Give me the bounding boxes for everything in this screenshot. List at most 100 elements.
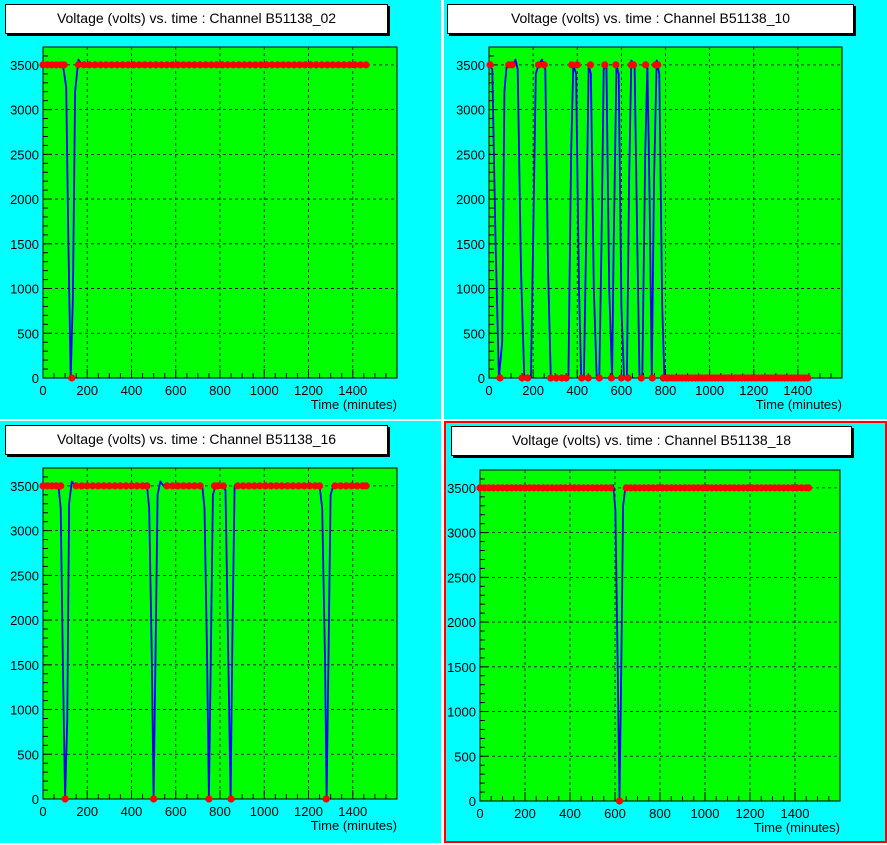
data-point (315, 482, 324, 490)
x-tick-label: 1200 (294, 383, 323, 398)
data-point (60, 61, 68, 69)
data-point (584, 374, 592, 382)
y-tick-label: 1500 (456, 237, 485, 252)
data-point (284, 61, 293, 69)
data-point (272, 482, 281, 490)
data-point (124, 61, 132, 69)
data-point (57, 482, 65, 490)
data-point (80, 61, 88, 69)
data-point (268, 61, 276, 69)
data-point (290, 61, 298, 69)
data-point (227, 795, 235, 803)
data-point (219, 482, 227, 490)
data-point (214, 482, 222, 490)
data-point (345, 61, 354, 69)
data-point (190, 482, 199, 490)
y-tick-label: 2500 (10, 147, 39, 162)
data-point (336, 482, 345, 490)
x-tick-label: 1200 (294, 804, 323, 819)
x-tick-label: 200 (514, 806, 536, 821)
data-point (174, 482, 182, 490)
chart-b51138-18: 0 200 400 600 800 1000 1200 1400 0 500 1000 1500 200… (447, 469, 841, 835)
data-point (334, 61, 342, 69)
data-point (296, 61, 304, 69)
x-tick-label: 200 (76, 804, 98, 819)
data-point (595, 374, 603, 382)
data-point (146, 61, 154, 69)
data-point (245, 482, 253, 490)
data-point (312, 61, 320, 69)
x-tick-label: 600 (165, 804, 187, 819)
data-point (91, 61, 99, 69)
y-tick-label: 500 (463, 326, 485, 341)
pad-channel-b51138-18[interactable]: 0 200 400 600 800 1000 1200 1400 0 500 1000 1500 200… (444, 421, 887, 843)
data-point (307, 61, 315, 69)
x-tick-label: 1000 (691, 806, 720, 821)
data-point (196, 482, 204, 490)
y-tick-label: 2500 (447, 570, 476, 585)
data-point (318, 61, 326, 69)
y-tick-label: 500 (454, 749, 476, 764)
data-point (362, 482, 370, 490)
pad-channel-b51138-10[interactable]: 0 200 400 600 800 1000 1200 1400 0 500 1000 1500 200… (444, 0, 887, 419)
pad-channel-b51138-16[interactable]: 0 200 400 600 800 1000 1200 1400 0 500 1000 1500 200… (0, 421, 441, 843)
x-tick-label: 800 (209, 383, 231, 398)
data-point (612, 61, 620, 69)
data-point (102, 61, 110, 69)
data-point (143, 482, 151, 490)
y-tick-label: 2000 (10, 613, 39, 628)
data-point (278, 482, 286, 490)
data-point (267, 482, 275, 490)
data-point (642, 61, 650, 69)
data-point (342, 482, 350, 490)
data-point (224, 61, 232, 69)
data-point (294, 482, 303, 490)
data-point (496, 374, 504, 382)
data-point (213, 61, 221, 69)
data-point (804, 484, 813, 492)
x-tick-label: 0 (485, 383, 492, 398)
x-tick-label: 800 (655, 383, 677, 398)
x-tick-label: 0 (476, 806, 483, 821)
data-point (130, 61, 138, 69)
data-point (624, 374, 632, 382)
x-tick-label: 1000 (250, 804, 279, 819)
data-point (573, 61, 581, 69)
data-point (301, 61, 309, 69)
data-point (353, 482, 361, 490)
data-point (562, 374, 570, 382)
x-tick-label: 800 (209, 804, 231, 819)
y-tick-label: 2000 (10, 192, 39, 207)
x-tick-label: 200 (522, 383, 544, 398)
data-point (362, 61, 370, 69)
data-point (250, 482, 258, 490)
data-point (257, 61, 265, 69)
data-point (185, 61, 193, 69)
data-point (61, 795, 69, 803)
data-point (654, 61, 662, 69)
data-point (524, 374, 532, 382)
y-tick-label: 500 (17, 326, 39, 341)
data-point (133, 482, 141, 490)
x-tick-label: 1200 (739, 383, 768, 398)
data-point (246, 61, 254, 69)
x-tick-label: 0 (39, 383, 46, 398)
data-point (279, 61, 287, 69)
data-point (111, 482, 119, 490)
data-point (256, 482, 264, 490)
data-point (306, 482, 314, 490)
data-point (85, 61, 94, 69)
data-point (179, 61, 188, 69)
data-point (218, 61, 226, 69)
data-point (202, 61, 210, 69)
data-point (78, 482, 86, 490)
y-tick-label: 1000 (447, 705, 476, 720)
data-point (535, 61, 543, 69)
y-tick-label: 1500 (447, 660, 476, 675)
x-axis-title: Time (minutes) (311, 818, 397, 833)
data-point (105, 482, 113, 490)
y-tick-label: 2000 (447, 615, 476, 630)
pad-channel-b51138-02[interactable]: 0 200 400 600 800 1000 1200 1400 0 500 1000 1500 200… (0, 0, 441, 419)
y-tick-label: 2000 (456, 192, 485, 207)
